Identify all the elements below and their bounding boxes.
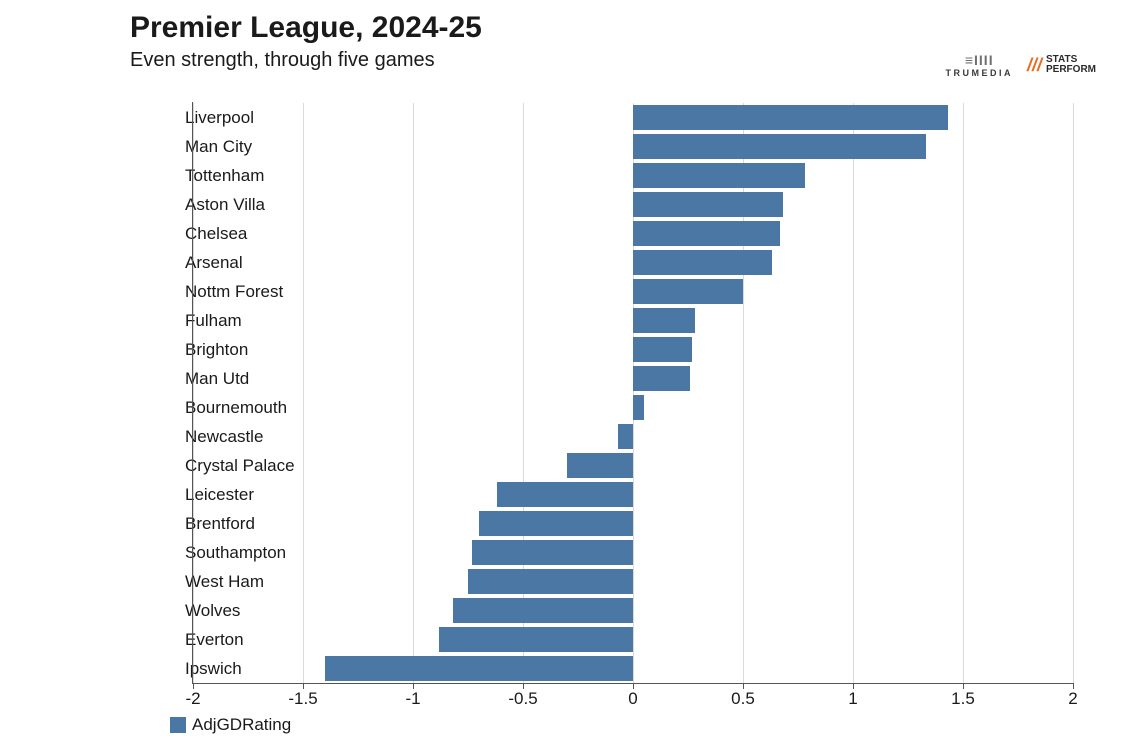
bar: [439, 627, 633, 652]
bar: [633, 163, 805, 188]
gridline: [1073, 103, 1074, 683]
bar: [618, 424, 633, 449]
bar-row: [193, 192, 1073, 217]
trumedia-glyph-icon: ≡IIII: [965, 52, 994, 68]
bar: [633, 134, 926, 159]
chart-subtitle: Even strength, through five games: [130, 48, 482, 72]
bar: [633, 250, 772, 275]
bar: [633, 308, 695, 333]
x-tick-label: -2: [185, 689, 200, 709]
bar-row: [193, 250, 1073, 275]
bar-row: [193, 540, 1073, 565]
chart-title: Premier League, 2024-25: [130, 10, 482, 46]
bar-row: [193, 163, 1073, 188]
gridline: [523, 103, 524, 683]
legend: AdjGDRating: [170, 715, 291, 735]
gridline: [413, 103, 414, 683]
bar-row: [193, 453, 1073, 478]
trumedia-logo: ≡IIII TRUMEDIA: [945, 52, 1013, 78]
trumedia-word: TRUMEDIA: [945, 68, 1013, 78]
bar-row: [193, 627, 1073, 652]
bar: [633, 105, 948, 130]
bar: [633, 366, 690, 391]
legend-label: AdjGDRating: [192, 715, 291, 735]
bar: [453, 598, 633, 623]
bar: [633, 395, 644, 420]
gridline: [193, 103, 194, 683]
bar: [633, 221, 780, 246]
gridline: [853, 103, 854, 683]
x-tick-label: 0: [628, 689, 637, 709]
x-tick-label: 1: [848, 689, 857, 709]
plot-area: LiverpoolMan CityTottenhamAston VillaChe…: [193, 103, 1073, 683]
bar: [479, 511, 633, 536]
statsperform-logo: /// STATS PERFORM: [1027, 55, 1096, 75]
bar-row: [193, 656, 1073, 681]
titles: Premier League, 2024-25 Even strength, t…: [130, 10, 482, 72]
bar-row: [193, 366, 1073, 391]
x-tick-label: -1.5: [288, 689, 317, 709]
gridline: [303, 103, 304, 683]
bar: [633, 337, 692, 362]
bar-row: [193, 598, 1073, 623]
bar: [633, 192, 783, 217]
gridline: [633, 103, 634, 683]
statsperform-mark-icon: ///: [1027, 58, 1042, 72]
bar-row: [193, 308, 1073, 333]
x-tick-label: 0.5: [731, 689, 755, 709]
gridline: [963, 103, 964, 683]
bar-row: [193, 221, 1073, 246]
bar: [472, 540, 633, 565]
bar: [468, 569, 633, 594]
bar-row: [193, 279, 1073, 304]
source-logos: ≡IIII TRUMEDIA /// STATS PERFORM: [945, 52, 1096, 78]
bar: [497, 482, 633, 507]
bar: [567, 453, 633, 478]
bar: [633, 279, 743, 304]
bar: [325, 656, 633, 681]
chart-container: Premier League, 2024-25 Even strength, t…: [0, 0, 1124, 749]
bar-row: [193, 337, 1073, 362]
x-tick-label: 1.5: [951, 689, 975, 709]
legend-swatch-icon: [170, 717, 186, 733]
statsperform-word-2: PERFORM: [1046, 65, 1096, 75]
x-tick-label: 2: [1068, 689, 1077, 709]
bar-row: [193, 511, 1073, 536]
bar-row: [193, 424, 1073, 449]
statsperform-word: STATS PERFORM: [1046, 55, 1096, 75]
bar-row: [193, 105, 1073, 130]
x-tick-label: -0.5: [508, 689, 537, 709]
gridline: [743, 103, 744, 683]
bar-row: [193, 395, 1073, 420]
x-tick-label: -1: [405, 689, 420, 709]
y-axis-line: [192, 102, 193, 684]
bar-row: [193, 134, 1073, 159]
bar-row: [193, 569, 1073, 594]
bar-row: [193, 482, 1073, 507]
